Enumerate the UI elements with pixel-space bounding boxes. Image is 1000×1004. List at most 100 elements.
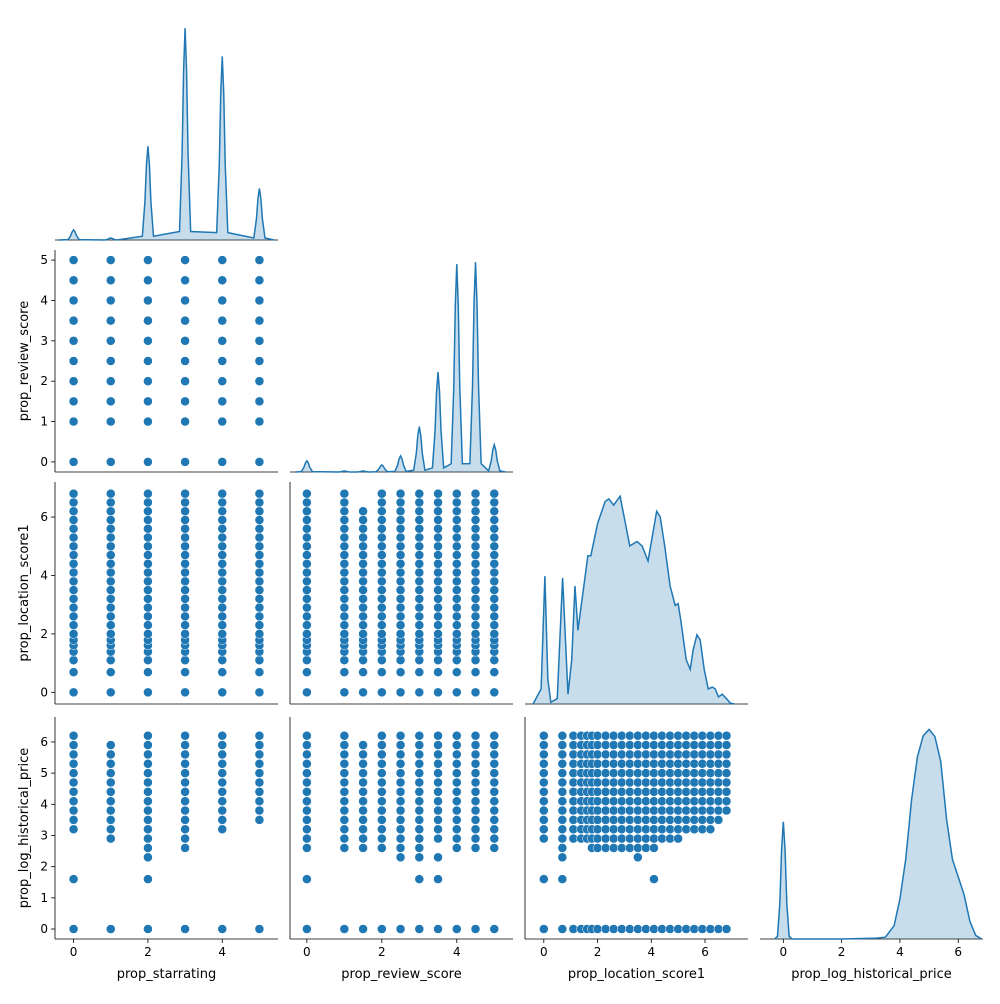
scatter-point (180, 550, 190, 560)
scatter-point (414, 777, 425, 788)
scatter-point (470, 749, 481, 760)
scatter-point (721, 924, 732, 934)
scatter-point (681, 768, 691, 778)
scatter-point (697, 759, 708, 769)
scatter-point (649, 768, 659, 778)
scatter-point (68, 924, 79, 934)
scatter-point (68, 506, 79, 516)
scatter-point (339, 833, 350, 844)
scatter-point (452, 629, 462, 639)
scatter-point (68, 396, 79, 407)
scatter-point (721, 730, 732, 741)
scatter-point (721, 768, 732, 778)
scatter-point (625, 805, 635, 816)
scatter-point (649, 843, 659, 853)
x-tick-label: 0 (779, 945, 787, 959)
scatter-point (689, 740, 700, 750)
scatter-point (433, 541, 443, 552)
scatter-point (377, 805, 387, 816)
scatter-point (106, 759, 116, 769)
scatter-point (68, 667, 79, 677)
scatter-point (358, 805, 368, 816)
scatter-point (470, 824, 481, 834)
x-tick-label: 4 (647, 945, 655, 959)
scatter-point (616, 924, 627, 934)
scatter-point (180, 396, 190, 407)
scatter-point (414, 687, 425, 698)
scatter-point (657, 730, 667, 741)
scatter-point (633, 805, 643, 816)
scatter-point (143, 777, 153, 788)
scatter-point (302, 611, 312, 622)
scatter-point (358, 667, 368, 677)
scatter-point (143, 275, 153, 286)
scatter-point (339, 667, 350, 677)
scatter-point (358, 843, 368, 853)
scatter-point (625, 924, 635, 934)
scatter-point (377, 787, 387, 797)
scatter-point (539, 730, 549, 741)
scatter-point (106, 655, 116, 665)
scatter-point (633, 924, 643, 934)
scatter-point (339, 759, 350, 769)
scatter-point (302, 687, 312, 698)
scatter-point (302, 585, 312, 595)
scatter-point (600, 730, 611, 741)
scatter-point (180, 416, 190, 427)
scatter-point (302, 730, 312, 741)
scatter-point (217, 255, 227, 265)
scatter-point (254, 275, 265, 286)
scatter-point (339, 515, 350, 525)
scatter-point (143, 585, 153, 595)
scatter-point (339, 796, 350, 806)
scatter-point (600, 815, 611, 825)
scatter-point (106, 805, 116, 816)
scatter-point (489, 497, 500, 508)
scatter-point (217, 594, 227, 604)
scatter-point (414, 874, 425, 884)
scatter-point (697, 824, 708, 834)
scatter-point (625, 787, 635, 797)
scatter-point (217, 730, 227, 741)
scatter-point (681, 796, 691, 806)
scatter-point (339, 749, 350, 760)
scatter-point (106, 777, 116, 788)
scatter-point (592, 759, 603, 769)
scatter-point (433, 777, 443, 788)
scatter-point (470, 843, 481, 853)
scatter-point (143, 515, 153, 525)
scatter-point (470, 768, 481, 778)
scatter-point (600, 924, 611, 934)
scatter-point (649, 749, 659, 760)
scatter-point (689, 759, 700, 769)
scatter-point (592, 730, 603, 741)
scatter-point (705, 796, 716, 806)
scatter-point (395, 787, 406, 797)
scatter-point (489, 667, 500, 677)
scatter-point (302, 594, 312, 604)
scatter-point (217, 559, 227, 569)
scatter-point (600, 740, 611, 750)
scatter-point (414, 924, 425, 934)
scatter-point (414, 585, 425, 595)
scatter-point (673, 749, 683, 760)
scatter-point (433, 594, 443, 604)
scatter-point (180, 824, 190, 834)
scatter-point (106, 541, 116, 552)
scatter-point (641, 833, 651, 844)
scatter-point (414, 550, 425, 560)
scatter-point (470, 777, 481, 788)
scatter-point (377, 749, 387, 760)
scatter-point (489, 523, 500, 534)
scatter-point (180, 567, 190, 578)
scatter-point (414, 843, 425, 853)
scatter-point (377, 611, 387, 622)
x-axis-label: prop_starrating (117, 967, 216, 982)
scatter-point (254, 356, 265, 366)
scatter-point (339, 824, 350, 834)
scatter-point (217, 787, 227, 797)
scatter-point (592, 815, 603, 825)
scatter-point (608, 843, 619, 853)
scatter-point (600, 833, 611, 844)
scatter-point (681, 730, 691, 741)
